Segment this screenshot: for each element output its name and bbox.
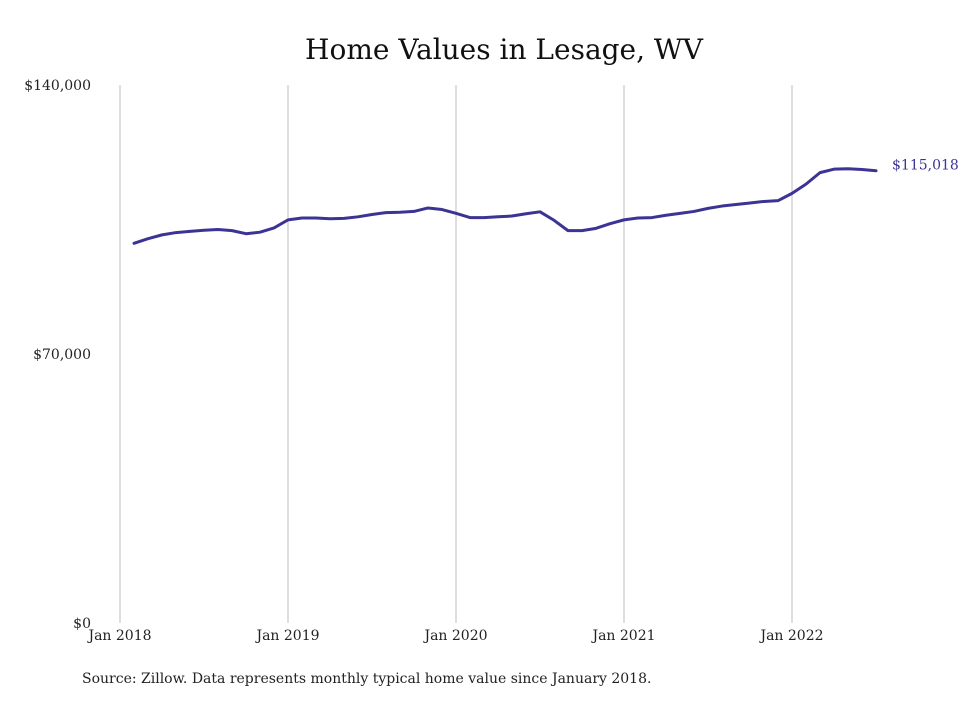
x-tick-label: Jan 2018 (86, 628, 151, 644)
x-tick-label: Jan 2020 (422, 628, 487, 644)
x-axis-ticks: Jan 2018 Jan 2019 Jan 2020 Jan 2021 Jan 2022 (86, 628, 823, 644)
x-tick-label: Jan 2022 (758, 628, 823, 644)
x-tick-label: Jan 2021 (590, 628, 655, 644)
y-tick-label: $70,000 (33, 347, 91, 363)
source-note: Source: Zillow. Data represents monthly … (82, 671, 651, 687)
x-tick-label: Jan 2019 (254, 628, 319, 644)
end-value-label: $115,018 (892, 158, 959, 174)
series-line-home-value (132, 167, 878, 245)
chart-title: Home Values in Lesage, WV (305, 33, 704, 66)
grid-lines (119, 85, 793, 623)
y-axis-ticks: $0 $70,000 $140,000 (24, 78, 91, 632)
y-tick-label: $0 (73, 616, 91, 632)
y-tick-label: $140,000 (24, 78, 91, 94)
